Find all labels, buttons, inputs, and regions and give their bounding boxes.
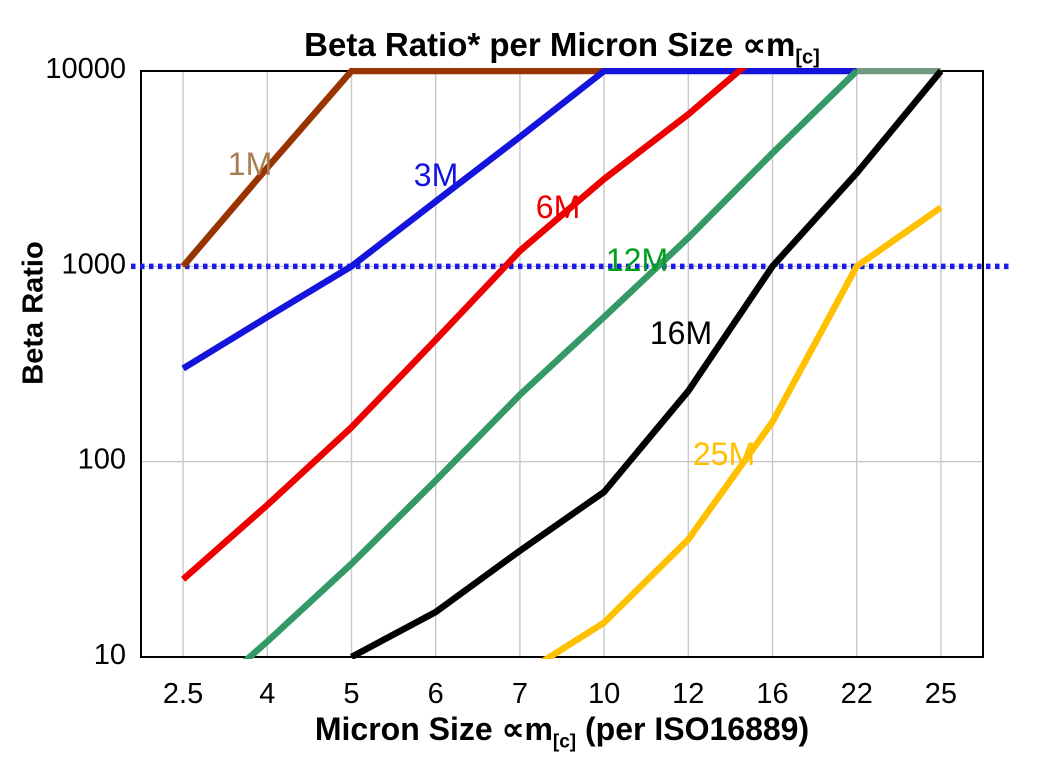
y-tick-label-10: 10 [94,639,126,671]
series-line-3M [181,68,857,372]
x-tick-label-6: 6 [428,678,444,710]
chart-title: Beta Ratio* per Micron Size ∝m[c] [141,25,983,70]
x-axis-title: Micron Size ∝m[c] (per ISO16889) [141,710,983,753]
x-tick-label-25: 25 [925,678,957,710]
chart-title-text: Beta Ratio* per Micron Size ∝m [304,26,796,63]
series-label-6M: 6M [536,189,580,225]
series-line-1M [180,68,605,269]
series-label-3M: 3M [414,157,458,193]
series-line-6M [180,68,748,582]
x-axis-title-text: Micron Size ∝m [314,711,553,747]
x-tick-label-5: 5 [343,678,359,710]
x-tick-label-16: 16 [756,678,788,710]
x-tick-label-10: 10 [588,678,620,710]
x-tick-label-4: 4 [259,678,275,710]
series-label-1M: 1M [228,146,272,182]
chart-title-subscript: [c] [795,46,820,69]
y-tick-label-100: 100 [78,444,126,476]
series-label-25M: 25M [693,436,755,472]
y-tick-label-1000: 1000 [61,248,126,280]
x-tick-label-12: 12 [672,678,704,710]
x-axis-title-suffix: (per ISO16889) [576,711,810,747]
series-label-16M: 16M [650,315,712,351]
series-line-16M [349,68,944,659]
y-tick-label-10000: 10000 [45,53,126,85]
x-tick-label-2.5: 2.5 [163,678,203,710]
x-tick-label-22: 22 [841,678,873,710]
x-tick-label-7: 7 [512,678,528,710]
series-line-12M [242,68,859,659]
series-label-12M: 12M [606,242,668,278]
series-line-25M [540,204,943,659]
x-axis-title-subscript: [c] [552,731,577,753]
